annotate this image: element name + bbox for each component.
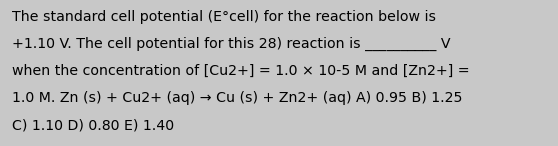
Text: The standard cell potential (E°cell) for the reaction below is: The standard cell potential (E°cell) for… [12, 10, 436, 24]
Text: +1.10 V. The cell potential for this 28) reaction is __________ V: +1.10 V. The cell potential for this 28)… [12, 37, 451, 51]
Text: when the concentration of [Cu2+] = 1.0 × 10-5 M and [Zn2+] =: when the concentration of [Cu2+] = 1.0 ×… [12, 64, 470, 78]
Text: C) 1.10 D) 0.80 E) 1.40: C) 1.10 D) 0.80 E) 1.40 [12, 118, 175, 132]
Text: 1.0 M. Zn (s) + Cu2+ (aq) → Cu (s) + Zn2+ (aq) A) 0.95 B) 1.25: 1.0 M. Zn (s) + Cu2+ (aq) → Cu (s) + Zn2… [12, 91, 463, 105]
